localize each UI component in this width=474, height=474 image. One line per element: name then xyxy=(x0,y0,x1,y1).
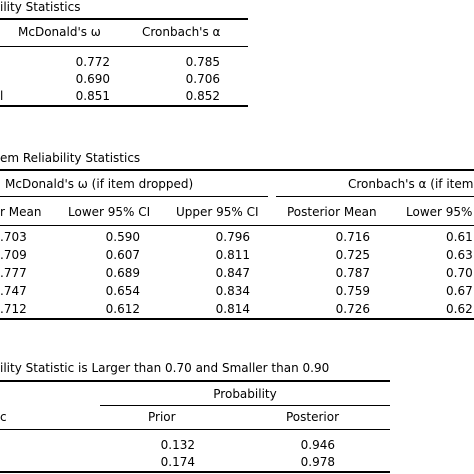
table2-header-rule xyxy=(0,225,474,226)
table2-top-rule xyxy=(0,169,474,171)
table2-group-rule-omega xyxy=(0,196,268,197)
table2-cell: 0.654 xyxy=(105,284,140,298)
table2-group-header-alpha: Cronbach's α (if item xyxy=(348,177,474,191)
table2-col-header: Lower 95% xyxy=(406,205,473,219)
table2-cell: 0.590 xyxy=(105,230,140,244)
table2-cell: 0.61 xyxy=(446,230,473,244)
table3-top-rule xyxy=(0,380,390,382)
table2-bottom-rule xyxy=(0,318,474,320)
table3-group-rule xyxy=(100,405,390,406)
table2-cell: 0.612 xyxy=(105,302,140,316)
table3-col-header-prior: Prior xyxy=(148,410,176,424)
table2-cell: 0.67 xyxy=(446,284,473,298)
table3-row-header: c xyxy=(0,410,7,424)
table2-cell: .703 xyxy=(0,230,27,244)
table3-bottom-rule xyxy=(0,471,390,473)
table1-header-omega: McDonald's ω xyxy=(18,25,101,39)
table1-cell: 0.852 xyxy=(185,89,220,103)
table2-cell: .709 xyxy=(0,248,27,262)
table2-cell: 0.814 xyxy=(215,302,250,316)
table1-bottom-rule xyxy=(0,105,248,107)
table2-cell: 0.796 xyxy=(215,230,250,244)
table2-col-header: Posterior Mean xyxy=(287,205,377,219)
table2-cell: 0.70 xyxy=(446,266,473,280)
table2-cell: 0.689 xyxy=(105,266,140,280)
table3-title: ility Statistic is Larger than 0.70 and … xyxy=(0,361,330,375)
table2-cell: .777 xyxy=(0,266,27,280)
table1-header-alpha: Cronbach's α xyxy=(142,25,221,39)
table2-cell: 0.811 xyxy=(215,248,250,262)
table1-title: ility Statistics xyxy=(0,0,81,14)
table1-cell: 0.690 xyxy=(75,72,110,86)
table1-header-rule xyxy=(0,46,248,47)
table3-cell: 0.946 xyxy=(300,438,335,452)
table1-row-label: l xyxy=(0,89,4,103)
table2-title: em Reliability Statistics xyxy=(0,151,141,165)
table2-cell: 0.834 xyxy=(215,284,250,298)
table1-cell: 0.785 xyxy=(185,55,220,69)
table2-cell: 0.759 xyxy=(335,284,370,298)
table2-cell: 0.62 xyxy=(446,302,473,316)
table2-cell: 0.607 xyxy=(105,248,140,262)
table2-cell: 0.725 xyxy=(335,248,370,262)
table2-cell: 0.63 xyxy=(446,248,473,262)
table3-group-header: Probability xyxy=(213,387,277,401)
table1-cell: 0.851 xyxy=(75,89,110,103)
table3-cell: 0.132 xyxy=(160,438,195,452)
table2-cell: 0.726 xyxy=(335,302,370,316)
table3-col-header-posterior: Posterior xyxy=(286,410,340,424)
table2-col-header: r Mean xyxy=(0,205,42,219)
table1-top-rule xyxy=(0,18,248,20)
table2-cell: .712 xyxy=(0,302,27,316)
table3-header-rule xyxy=(0,429,390,430)
table2-cell: 0.716 xyxy=(335,230,370,244)
table2-group-rule-alpha xyxy=(276,196,474,197)
table3-cell: 0.174 xyxy=(160,455,195,469)
table3-cell: 0.978 xyxy=(300,455,335,469)
table2-cell: .747 xyxy=(0,284,27,298)
table2-col-header: Lower 95% CI xyxy=(68,205,151,219)
table2-cell: 0.787 xyxy=(335,266,370,280)
table2-col-header: Upper 95% CI xyxy=(176,205,259,219)
table2-cell: 0.847 xyxy=(215,266,250,280)
table1-cell: 0.706 xyxy=(185,72,220,86)
table2-group-header-omega: McDonald's ω (if item dropped) xyxy=(5,177,194,191)
table1-cell: 0.772 xyxy=(75,55,110,69)
